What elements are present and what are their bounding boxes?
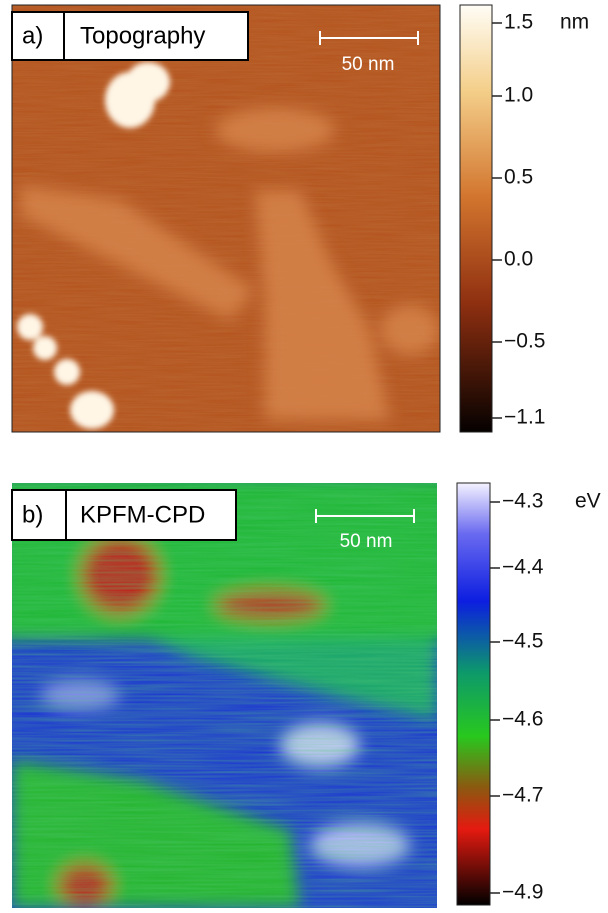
colorbar-tick-label: 1.0 <box>504 84 533 107</box>
scale-bar-label: 50 nm <box>340 531 393 552</box>
panel-title: KPFM-CPD <box>80 501 205 528</box>
colorbar-unit: eV <box>575 490 601 513</box>
colorbar-tick-label: −4.9 <box>502 881 543 904</box>
colorbar-tick-label: −4.3 <box>502 490 543 513</box>
colorbar-tick-label: −4.7 <box>502 784 543 807</box>
colorbar-tick-label: 1.5 <box>504 11 533 34</box>
colorbar-tick-label: 0.0 <box>504 248 533 271</box>
colorbar-b <box>457 483 490 905</box>
panel-label: b) <box>22 501 43 528</box>
colorbar-tick-label: −0.5 <box>504 330 545 353</box>
colorbar-tick-label: −4.6 <box>502 708 543 731</box>
figure: a) Topography b) KPFM-CPD 50 nm 50 nm nm… <box>0 0 608 908</box>
colorbar-unit: nm <box>560 11 589 34</box>
scale-bar-label: 50 nm <box>342 54 395 75</box>
panel-label: a) <box>22 22 43 49</box>
colorbar-tick-label: −4.5 <box>502 630 543 653</box>
colorbar-tick-label: −1.1 <box>504 406 545 429</box>
panel-title: Topography <box>80 22 205 49</box>
colorbar-a <box>460 5 492 432</box>
colorbar-tick-label: 0.5 <box>504 166 533 189</box>
colorbar-tick-label: −4.4 <box>502 556 544 579</box>
